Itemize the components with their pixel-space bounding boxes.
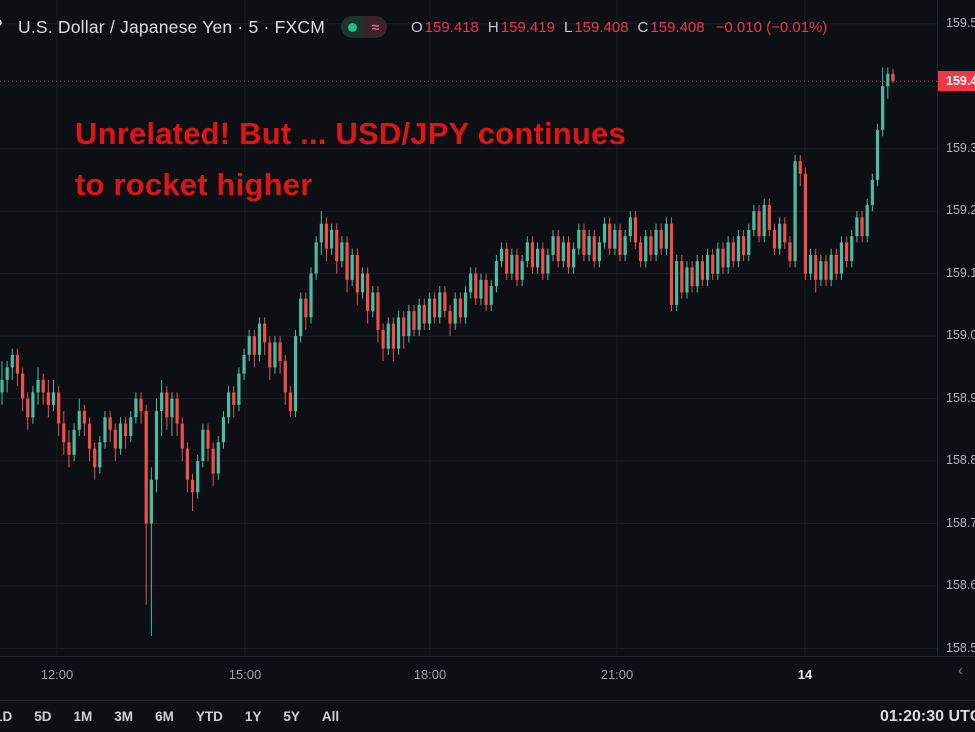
market-status-pill[interactable]: ≈ (340, 16, 387, 38)
time-axis-label: 18:00 (413, 667, 447, 682)
range-button-5y[interactable]: 5Y (283, 709, 300, 724)
price-axis-label: 159.000 (946, 328, 975, 343)
symbol-title[interactable]: U.S. Dollar / Japanese Yen · 5 · FXCM (18, 16, 325, 37)
range-button-all[interactable]: All (321, 709, 340, 724)
ohlc-o: O 159.418 (410, 18, 479, 36)
time-axis-label: 15:00 (228, 667, 262, 682)
range-button-1y[interactable]: 1Y (244, 709, 262, 724)
candlestick-plot (0, 0, 937, 656)
chevron-left-icon[interactable]: ‹ (958, 662, 963, 679)
price-axis-label: 159.500 (946, 15, 975, 30)
range-button-1m[interactable]: 1M (73, 709, 93, 724)
delayed-data-segment: ≈ (363, 16, 387, 38)
price-axis-label: 158.900 (946, 390, 975, 405)
ohlc-h: H 159.419 (487, 18, 555, 36)
price-axis-label: 158.800 (946, 453, 975, 468)
chart-canvas[interactable]: P U.S. Dollar / Japanese Yen · 5 · FXCM … (0, 0, 937, 656)
price-axis-label: 159.300 (946, 140, 975, 155)
annotation-line-2: to rocket higher (75, 167, 313, 202)
clipped-symbol-fragment: P (0, 17, 10, 37)
ohlc-values: O 159.418 H 159.419 L 159.408 C 159.408 −0.010 (… (411, 19, 827, 36)
annotation-line-1: Unrelated! But ... USD/JPY continues (75, 116, 626, 151)
time-axis-label: 21:00 (600, 667, 634, 682)
price-axis[interactable]: 159.500 159.300 159.200 159.100 159.000 158.9… (937, 0, 975, 656)
range-button-ytd[interactable]: YTD (195, 709, 223, 724)
market-open-segment (340, 16, 364, 38)
range-button-5d[interactable]: 5D (34, 709, 52, 724)
date-range-row: 1D 5D 1M 3M 6M YTD 1Y 5Y All (0, 706, 343, 727)
price-axis-label: 158.500 (946, 640, 975, 655)
price-axis-label: 159.100 (946, 265, 975, 280)
price-axis-label: 159.200 (946, 203, 975, 218)
clock-utc[interactable]: 01:20:30 UTC (880, 708, 975, 725)
approx-delayed-icon: ≈ (371, 19, 380, 35)
time-axis[interactable]: 12:00 15:00 18:00 21:00 14 ‹ (0, 656, 975, 700)
price-axis-label: 158.700 (946, 515, 975, 530)
range-button-3m[interactable]: 3M (114, 709, 134, 724)
price-axis-label: 158.600 (946, 578, 975, 593)
annotation-text: Unrelated! But ... USD/JPY continues to … (75, 108, 626, 210)
ohlc-l: L 159.408 (563, 18, 629, 36)
symbol-legend[interactable]: P U.S. Dollar / Japanese Yen · 5 · FXCM … (0, 13, 937, 41)
bottom-toolbar: 1D 5D 1M 3M 6M YTD 1Y 5Y All 01:20:30 UTC (0, 700, 975, 732)
ohlc-c: C 159.408 (637, 18, 705, 36)
time-axis-label: 12:00 (40, 667, 74, 682)
current-price-badge: 159.408 (938, 71, 975, 92)
market-open-dot-icon (347, 22, 357, 32)
time-axis-label: 14 (797, 667, 813, 682)
range-button-6m[interactable]: 6M (155, 709, 174, 724)
price-change: −0.010 (−0.01%) (715, 18, 828, 36)
range-button-1d[interactable]: 1D (0, 709, 13, 724)
